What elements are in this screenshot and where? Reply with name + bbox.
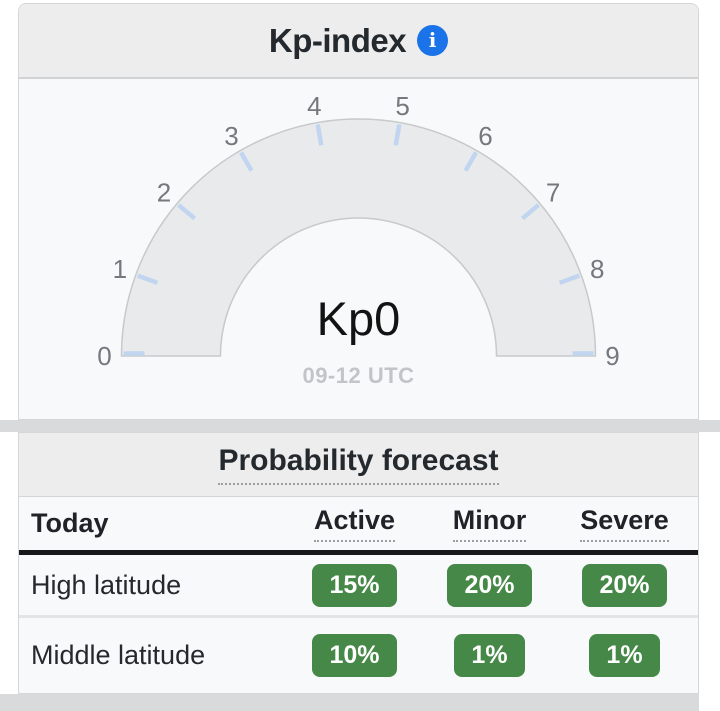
gauge-tick (463, 151, 478, 172)
gauge-tick-label: 8 (590, 254, 604, 284)
probability-badge: 15% (312, 563, 397, 607)
gauge-tick-label: 3 (224, 121, 238, 151)
probability-badge: 10% (312, 634, 397, 677)
gauge-tick-label: 7 (546, 178, 560, 208)
table-row: Middle latitude 10% 1% 1% (19, 618, 698, 693)
probability-badge: 1% (454, 634, 525, 677)
kp-index-header: Kp-index i (19, 4, 698, 79)
forecast-title[interactable]: Probability forecast (218, 444, 499, 485)
section-divider (0, 420, 720, 432)
gauge-tick-label: 5 (395, 91, 409, 121)
row-label-high-latitude: High latitude (31, 569, 182, 600)
probability-badge: 1% (589, 634, 660, 677)
row-label-middle-latitude: Middle latitude (31, 640, 206, 670)
column-header-active[interactable]: Active (313, 505, 396, 542)
gauge-annulus (120, 118, 597, 357)
gauge-period: 09-12 UTC (302, 363, 415, 388)
gauge-tick (520, 203, 540, 221)
table-header-row: Today Active Minor Severe (19, 497, 698, 555)
kp-gauge: 0 1 2 3 4 5 6 7 8 9 Kp0 09-12 UTC (19, 79, 698, 419)
gauge-tick-label: 4 (307, 91, 321, 121)
gauge-tick-label: 2 (157, 178, 171, 208)
gauge-tick (393, 124, 402, 146)
gauge-tick (558, 273, 581, 285)
bottom-divider (0, 694, 699, 711)
column-header-today: Today (31, 508, 109, 538)
gauge-value: Kp0 (316, 292, 401, 345)
page-title: Kp-index (268, 21, 407, 59)
info-icon[interactable]: i (417, 25, 449, 56)
gauge-arc: 0 1 2 3 4 5 6 7 8 9 (97, 91, 619, 371)
forecast-header: Probability forecast (19, 433, 698, 497)
probability-forecast-card: Probability forecast Today Active Minor … (18, 432, 699, 694)
gauge-tick-label: 6 (478, 121, 492, 151)
table-row: High latitude 15% 20% 20% (19, 555, 698, 618)
probability-badge: 20% (447, 563, 532, 607)
column-header-minor[interactable]: Minor (452, 505, 527, 542)
gauge-tick (315, 124, 324, 146)
gauge-tick (239, 151, 254, 172)
column-header-severe[interactable]: Severe (580, 505, 669, 542)
gauge-tick-label: 1 (113, 254, 127, 284)
gauge-tick-label: 9 (605, 341, 619, 371)
gauge-tick-label: 0 (97, 341, 111, 371)
gauge-tick (136, 273, 159, 285)
probability-badge: 20% (582, 563, 667, 607)
kp-index-card: Kp-index i 0 1 2 3 4 5 6 7 8 9 Kp0 09-12 UTC (18, 3, 699, 420)
gauge-tick (177, 203, 197, 221)
